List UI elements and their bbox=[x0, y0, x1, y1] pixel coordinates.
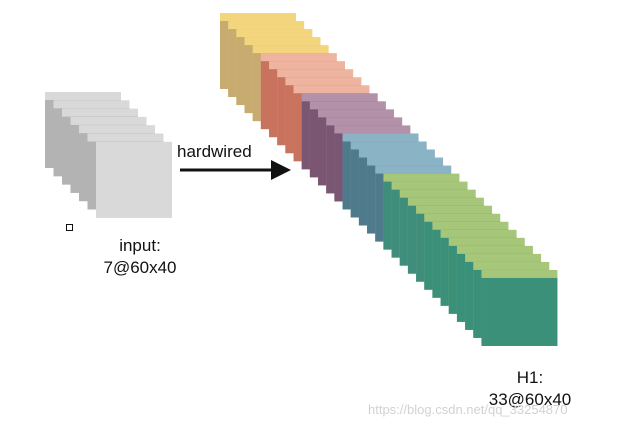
output-shape-label: 33@60x40 bbox=[488, 390, 572, 409]
output-label: H1: bbox=[516, 368, 544, 387]
watermark-text: https://blog.csdn.net/qq_33254870 bbox=[368, 402, 568, 417]
hardwired-arrow bbox=[180, 160, 291, 180]
h1-map-33 bbox=[481, 269, 558, 346]
input-shape-label: 7@60x40 bbox=[103, 258, 177, 277]
h1-feature-map-stack bbox=[220, 13, 558, 346]
input-label: input: bbox=[119, 236, 161, 255]
small-square-marker bbox=[66, 224, 73, 231]
arrow-label: hardwired bbox=[177, 142, 252, 161]
input-feature-map-stack bbox=[45, 92, 172, 218]
input-map-7 bbox=[96, 141, 172, 218]
